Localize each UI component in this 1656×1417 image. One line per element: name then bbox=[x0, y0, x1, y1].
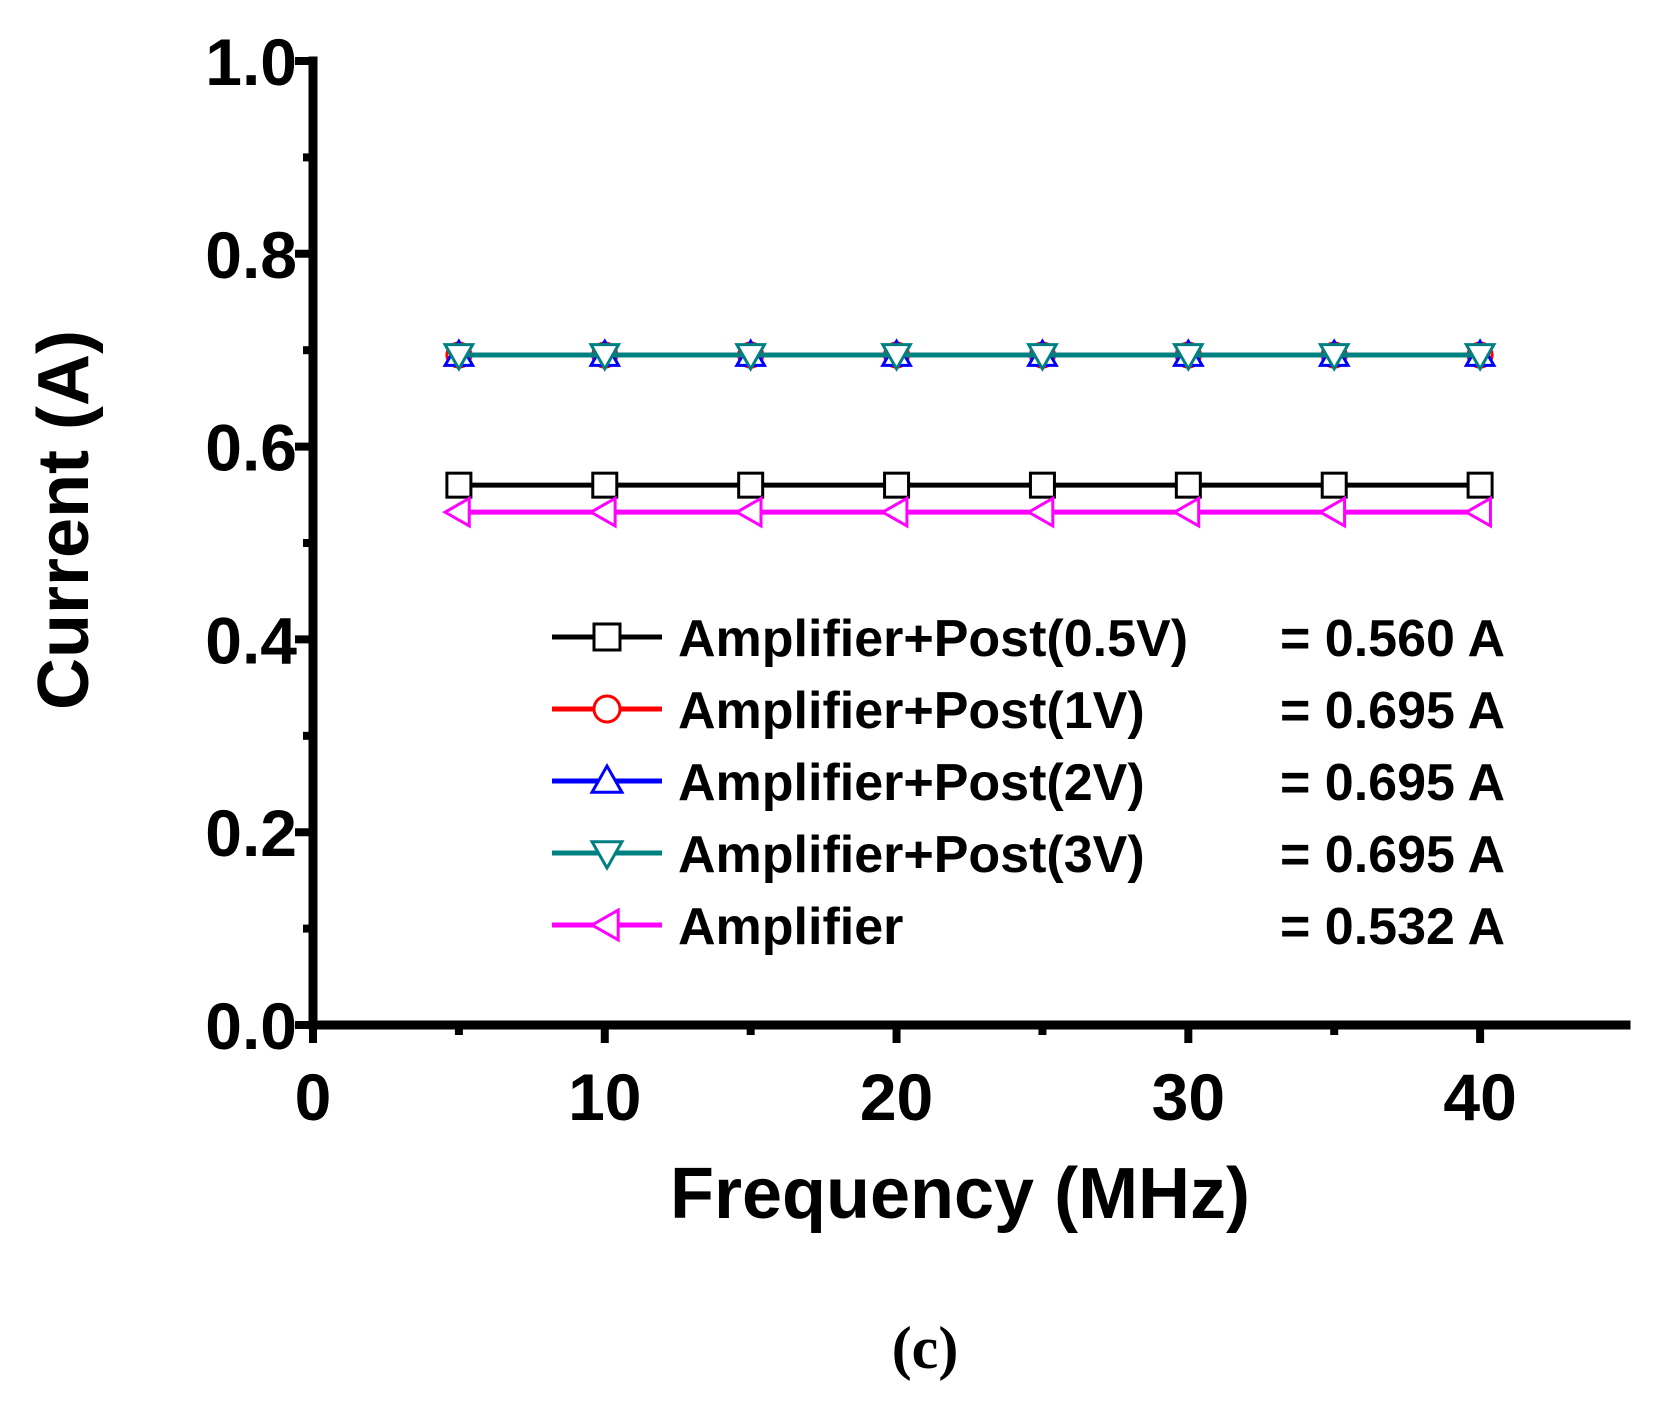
legend-label: Amplifier+Post(3V) bbox=[678, 826, 1145, 884]
figure-caption: (c) bbox=[892, 1315, 959, 1381]
data-point bbox=[883, 471, 911, 499]
legend-marker bbox=[592, 694, 622, 724]
legend-entry: Amplifier+Post(0.5V) = 0.560 A bbox=[552, 610, 1505, 668]
x-axis-title: Frequency (MHz) bbox=[670, 1154, 1250, 1234]
axes: 0.0 0.2 0.4 0.6 0.8 1.0 0 10 20 30 40 bbox=[205, 25, 1631, 1134]
y-tick-label: 0.0 bbox=[205, 989, 297, 1063]
legend-entry: Amplifier+Post(1V) = 0.695 A bbox=[552, 682, 1505, 740]
data-point bbox=[442, 495, 471, 529]
data-point bbox=[1463, 495, 1492, 529]
legend-value: = 0.560 A bbox=[1280, 610, 1505, 668]
data-point bbox=[445, 471, 473, 499]
data-point bbox=[1025, 495, 1055, 529]
x-tick-label: 30 bbox=[1152, 1060, 1225, 1134]
y-tick-label: 0.2 bbox=[205, 796, 297, 870]
legend-entry: Amplifier+Post(3V) = 0.695 A bbox=[552, 826, 1505, 884]
legend-marker bbox=[589, 907, 620, 943]
series-3 bbox=[442, 343, 1497, 372]
data-point bbox=[442, 343, 476, 372]
data-point bbox=[1171, 495, 1201, 529]
x-tick-label: 20 bbox=[860, 1060, 933, 1134]
y-axis-title: Current (A) bbox=[24, 330, 104, 710]
data-point bbox=[879, 495, 909, 529]
y-tick-label: 0.6 bbox=[205, 411, 297, 485]
legend-entry: Amplifier+Post(2V) = 0.695 A bbox=[552, 754, 1505, 812]
data-point bbox=[591, 471, 619, 499]
data-point bbox=[1028, 471, 1056, 499]
legend-value: = 0.695 A bbox=[1280, 826, 1505, 884]
data-point bbox=[1463, 343, 1497, 372]
data-point bbox=[737, 471, 765, 499]
x-tick-label: 40 bbox=[1443, 1060, 1516, 1134]
legend-value: = 0.695 A bbox=[1280, 754, 1505, 812]
legend-label: Amplifier+Post(2V) bbox=[678, 754, 1145, 812]
legend-label: Amplifier+Post(0.5V) bbox=[678, 610, 1188, 668]
data-point bbox=[1026, 343, 1059, 372]
data-point bbox=[1174, 471, 1202, 499]
data-point bbox=[734, 343, 768, 372]
legend-marker bbox=[589, 763, 625, 794]
x-tick-label: 10 bbox=[568, 1060, 641, 1134]
data-point bbox=[587, 495, 617, 529]
data-point bbox=[588, 343, 622, 372]
series-4 bbox=[442, 495, 1492, 529]
series-layer bbox=[442, 338, 1497, 529]
data-point bbox=[1317, 343, 1351, 372]
legend-marker bbox=[589, 840, 625, 871]
y-tick-label: 1.0 bbox=[205, 25, 297, 99]
legend: Amplifier+Post(0.5V) = 0.560 AAmplifier+P… bbox=[552, 610, 1505, 956]
data-point bbox=[1466, 471, 1494, 499]
legend-value: = 0.532 A bbox=[1280, 898, 1505, 956]
data-point bbox=[880, 343, 913, 372]
data-point bbox=[1320, 471, 1348, 499]
data-point bbox=[733, 495, 763, 529]
y-tick-label: 0.8 bbox=[205, 218, 297, 292]
legend-value: = 0.695 A bbox=[1280, 682, 1505, 740]
legend-entry: Amplifier = 0.532 A bbox=[552, 898, 1505, 956]
data-point bbox=[1317, 495, 1347, 529]
legend-marker bbox=[592, 622, 622, 652]
legend-label: Amplifier+Post(1V) bbox=[678, 682, 1145, 740]
series-0 bbox=[445, 471, 1494, 499]
y-tick-label: 0.4 bbox=[205, 603, 297, 677]
x-tick-label: 0 bbox=[295, 1060, 332, 1134]
legend-label: Amplifier bbox=[678, 898, 903, 956]
data-point bbox=[1171, 343, 1205, 372]
